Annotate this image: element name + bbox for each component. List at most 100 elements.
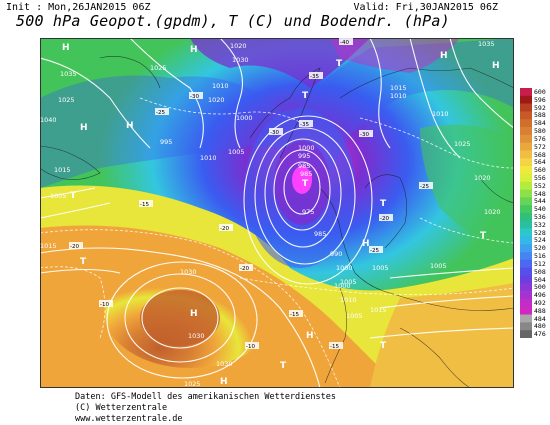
color-scale-swatch <box>520 220 532 229</box>
color-scale-swatch <box>520 236 532 245</box>
color-scale-label: 560 <box>534 166 546 175</box>
isotherm-label: -15 <box>290 312 299 318</box>
isotherm-label-bg <box>329 342 343 349</box>
color-scale-swatch <box>520 142 532 151</box>
isotherm-label-bg <box>239 264 253 271</box>
high-pressure-center: H <box>190 45 198 55</box>
isotherm-label: -25 <box>370 248 379 254</box>
isotherm-label-bg <box>189 92 203 99</box>
isobar-label: 1015 <box>390 84 407 92</box>
isobar-label: 1010 <box>200 154 217 162</box>
color-scale-swatch <box>520 291 532 300</box>
color-scale-label: 480 <box>534 322 546 331</box>
isotherm-label-bg <box>309 72 323 79</box>
isotherm-label-bg <box>299 120 313 127</box>
isobar-label: 1025 <box>150 64 167 72</box>
valid-time: Valid: Fri,30JAN2015 06Z <box>353 2 499 13</box>
isotherm-label: -40 <box>340 40 349 46</box>
coastlines <box>40 56 514 388</box>
low-pressure-center: T <box>302 179 309 189</box>
color-scale-label: 556 <box>534 173 546 182</box>
high-pressure-center: H <box>126 121 134 131</box>
isotherm-label-bg <box>379 214 393 221</box>
isobar-label: 1010 <box>340 296 357 304</box>
low-pressure-center: T <box>70 191 77 201</box>
isotherm-label: -30 <box>270 130 279 136</box>
footer-url: www.wetterzentrale.de <box>75 414 183 424</box>
low-pressure-center: T <box>80 257 87 267</box>
color-scale-swatch <box>520 205 532 214</box>
isobar-label: 995 <box>298 152 310 160</box>
isobar-label: 1040 <box>40 116 57 124</box>
isobar-label: 1025 <box>454 140 471 148</box>
isobar-label: 1030 <box>232 56 249 64</box>
isotherm-label-bg <box>69 242 83 249</box>
color-scale-swatch <box>520 150 532 159</box>
isotherms <box>40 97 514 388</box>
isobar-label: 1020 <box>208 96 225 104</box>
color-scale-swatch <box>520 197 532 206</box>
isotherm-label: -20 <box>380 216 389 222</box>
isobar-label: 1010 <box>390 92 407 100</box>
color-scale-label: 580 <box>534 127 546 136</box>
color-scale-label: 516 <box>534 252 546 261</box>
color-scale-label: 564 <box>534 158 546 167</box>
init-time: Init : Mon,26JAN2015 06Z <box>6 2 151 13</box>
high-pressure-center: H <box>492 61 500 71</box>
isobar-label: 1005 <box>50 192 67 200</box>
isotherm-label-bg <box>99 300 113 307</box>
isobar-label: 1010 <box>212 82 229 90</box>
color-scale-label: 496 <box>534 291 546 300</box>
low-pressure-center: T <box>480 231 487 241</box>
color-scale-swatch <box>520 119 532 128</box>
low-pressure-center: T <box>380 341 387 351</box>
isobar-label: 985 <box>300 170 312 178</box>
color-scale-swatch <box>520 189 532 198</box>
isotherm-label: -35 <box>300 122 309 128</box>
isobar-label: 985 <box>298 162 310 170</box>
isotherm-label: -35 <box>310 74 319 80</box>
high-pressure-center: H <box>190 309 198 319</box>
low-pressure-center: T <box>380 199 387 209</box>
color-scale-swatch <box>520 244 532 253</box>
isobar-label: 1015 <box>40 242 57 250</box>
color-scale-label: 576 <box>534 134 546 143</box>
isobar-label: 1000 <box>236 114 253 122</box>
color-scale-label: 600 <box>534 88 546 96</box>
color-scale-swatch <box>520 267 532 276</box>
color-scale-label: 536 <box>534 213 546 221</box>
color-scale-swatch <box>520 330 532 338</box>
color-scale-label: 548 <box>534 189 546 198</box>
isotherm-label-bg <box>155 108 169 115</box>
color-scale-swatch <box>520 181 532 190</box>
color-scale-label: 476 <box>534 330 546 339</box>
color-scale-swatch <box>520 88 532 97</box>
color-scale-swatch <box>520 134 532 143</box>
isotherm-label: -15 <box>330 344 339 350</box>
isotherm-label: -10 <box>100 302 109 308</box>
footer-copyright: (C) Wetterzentrale <box>75 403 168 413</box>
isobar-label: 1020 <box>230 42 247 50</box>
isobar-label: 975 <box>302 208 314 216</box>
isobar-label: 1030 <box>180 268 197 276</box>
color-scale-label: 596 <box>534 95 546 104</box>
color-scale-label: 532 <box>534 220 546 229</box>
isobar-label: 1005 <box>430 262 447 270</box>
color-scale-swatch <box>520 322 532 331</box>
color-scale-label: 588 <box>534 111 546 120</box>
isobar-label: 1015 <box>54 166 71 174</box>
color-scale-swatch <box>520 111 532 120</box>
isotherm-label: -30 <box>190 94 199 100</box>
high-pressure-center: H <box>62 43 70 53</box>
high-pressure-center: H <box>306 331 314 341</box>
color-scale-swatch <box>520 228 532 237</box>
low-pressure-center: T <box>302 91 309 101</box>
isotherm-label-bg <box>245 342 259 349</box>
isobars <box>40 38 514 388</box>
footer-source: Daten: GFS-Modell des amerikanischen Wet… <box>75 392 336 402</box>
weather-map: 1020101010351025102510301020100099510101… <box>40 38 514 388</box>
color-scale-swatch <box>520 95 532 104</box>
low-pressure-center: T <box>280 361 287 371</box>
color-scale-swatch <box>520 158 532 167</box>
color-scale-label: 584 <box>534 119 546 128</box>
